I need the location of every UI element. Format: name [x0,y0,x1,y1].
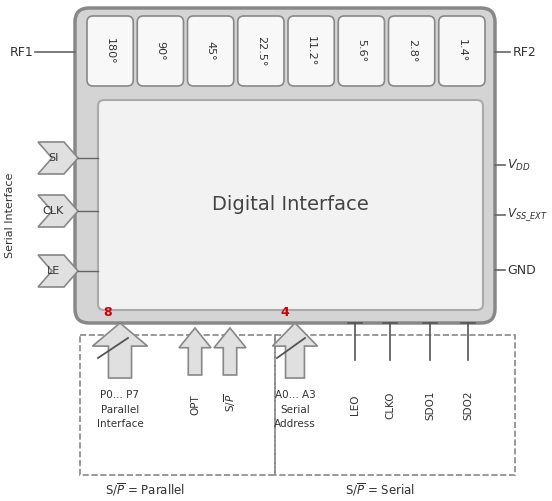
Polygon shape [273,323,317,378]
Text: LE: LE [46,266,60,276]
Text: 8: 8 [104,306,112,319]
FancyBboxPatch shape [188,16,233,86]
Polygon shape [93,323,147,378]
Polygon shape [38,195,78,227]
Bar [275,335,515,475]
Text: S/$\overline{P}$: S/$\overline{P}$ [222,394,238,412]
Text: SDO1: SDO1 [425,390,435,420]
Text: RF1: RF1 [10,46,34,59]
Text: S/$\overline{P}$ = Serial: S/$\overline{P}$ = Serial [345,481,415,498]
Text: 1.4°: 1.4° [457,40,467,63]
Text: 2.8°: 2.8° [407,39,417,63]
Text: Parallel: Parallel [101,405,139,415]
Polygon shape [179,328,211,375]
Text: OPT: OPT [190,395,200,415]
Text: Serial Interface: Serial Interface [5,172,15,258]
FancyBboxPatch shape [288,16,335,86]
Text: 90°: 90° [155,41,166,61]
Text: Address: Address [274,419,316,429]
Text: Digital Interface: Digital Interface [212,195,369,214]
Polygon shape [214,328,246,375]
Text: 4: 4 [280,306,289,319]
Text: 45°: 45° [206,41,216,61]
Polygon shape [38,142,78,174]
Text: P0... P7: P0... P7 [100,390,140,400]
Text: 180°: 180° [105,38,115,64]
FancyBboxPatch shape [75,8,495,323]
FancyBboxPatch shape [98,100,483,310]
Text: $V_{SS\_EXT}$: $V_{SS\_EXT}$ [507,206,548,223]
FancyBboxPatch shape [389,16,435,86]
Text: 11.2°: 11.2° [306,36,316,66]
Text: Interface: Interface [97,419,144,429]
Text: S/$\overline{P}$ = Parallel: S/$\overline{P}$ = Parallel [105,481,185,498]
FancyBboxPatch shape [238,16,284,86]
Text: CLK: CLK [43,206,64,216]
FancyBboxPatch shape [137,16,183,86]
Text: 5.6°: 5.6° [357,40,367,63]
FancyBboxPatch shape [439,16,485,86]
Text: SDO2: SDO2 [463,390,473,420]
FancyBboxPatch shape [338,16,385,86]
Text: SI: SI [48,153,59,163]
Text: LEO: LEO [350,395,360,415]
Text: CLKO: CLKO [385,391,395,419]
Text: A0... A3: A0... A3 [275,390,315,400]
Bar [80,335,275,475]
Polygon shape [38,255,78,287]
Text: GND: GND [507,264,536,277]
Text: RF2: RF2 [513,46,537,59]
FancyBboxPatch shape [87,16,133,86]
Text: Serial: Serial [280,405,310,415]
Text: $V_{DD}$: $V_{DD}$ [507,157,530,172]
Text: 22.5°: 22.5° [256,36,266,66]
